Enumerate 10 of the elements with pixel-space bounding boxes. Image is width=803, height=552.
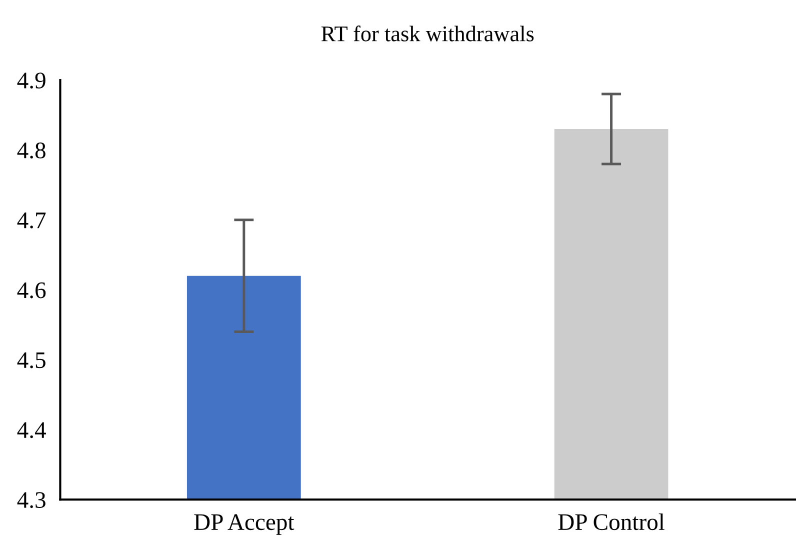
x-tick-label: DP Accept: [194, 514, 294, 535]
y-tick-label: 4.8: [17, 142, 46, 158]
y-tick-label: 4.6: [17, 282, 46, 298]
chart-title: RT for task withdrawals: [321, 26, 534, 42]
y-tick-label: 4.4: [17, 422, 46, 438]
y-tick-label: 4.3: [17, 492, 46, 508]
y-tick-label: 4.9: [17, 72, 46, 89]
y-tick-label: 4.7: [17, 212, 46, 228]
y-tick-label: 4.5: [17, 352, 46, 368]
x-tick-label: DP Control: [558, 513, 664, 530]
